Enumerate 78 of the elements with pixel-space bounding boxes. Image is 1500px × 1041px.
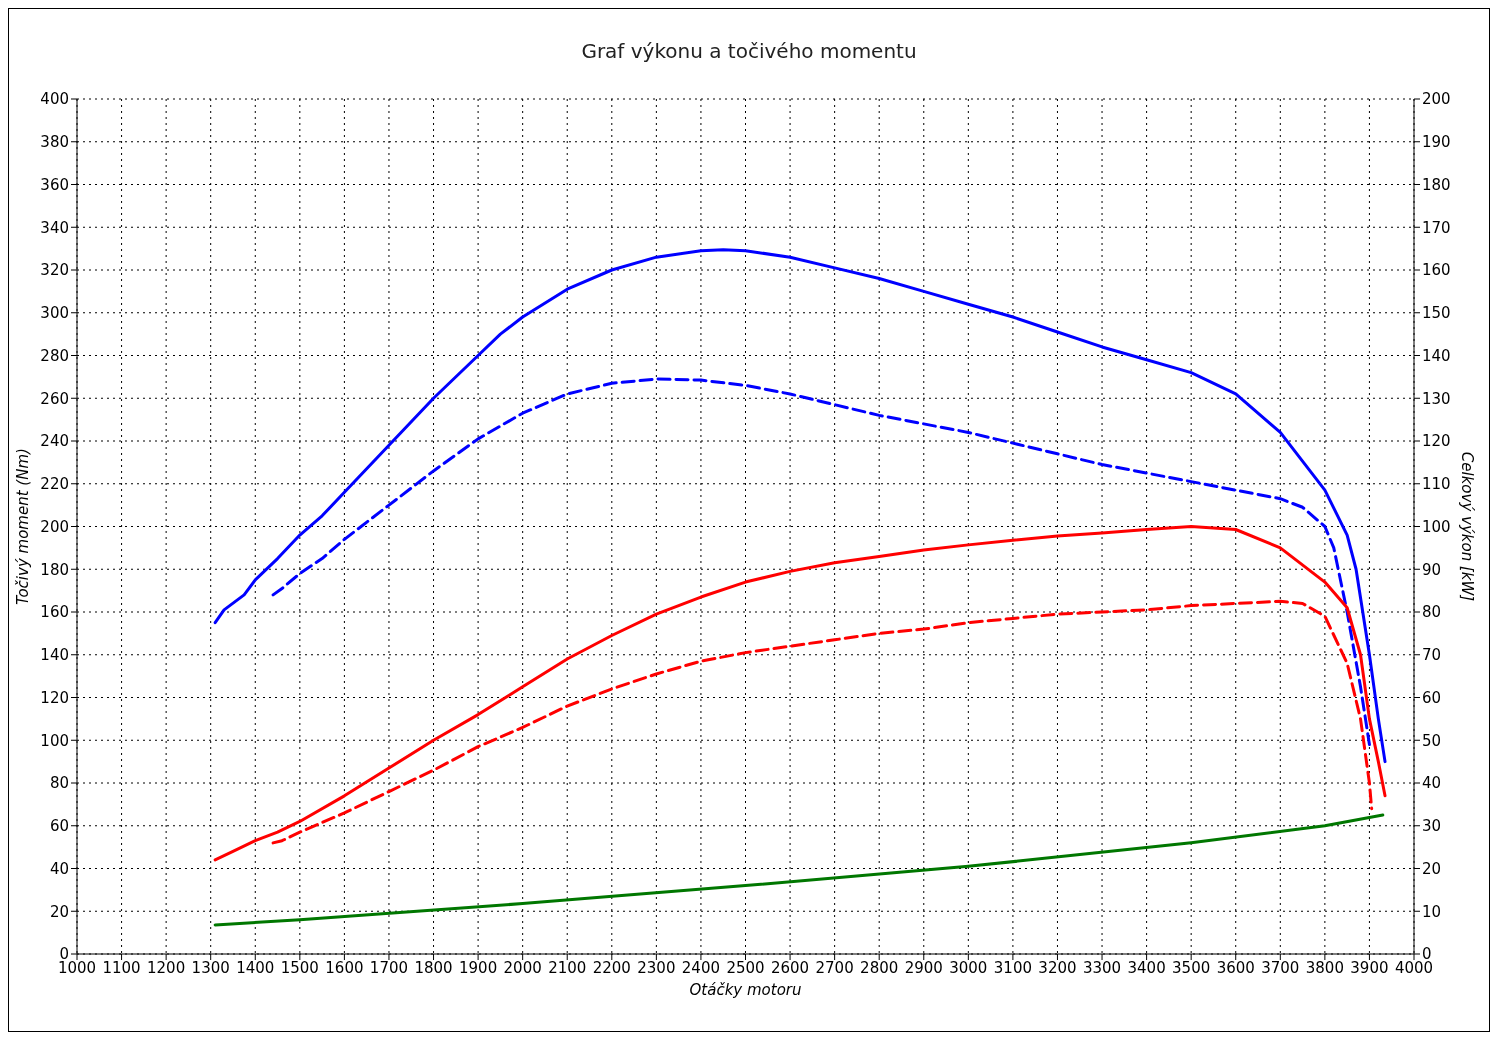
x-tick-label: 1500 [280, 958, 319, 977]
y-tick-label: 380 [40, 133, 69, 152]
y2-axis-title: Celkový výkon [kW] [1457, 451, 1476, 602]
x-tick-label: 2100 [548, 958, 587, 977]
x-tick-label: 3600 [1216, 958, 1255, 977]
y-tick-label: 220 [40, 475, 69, 494]
y2-tick-label: 140 [1422, 346, 1451, 365]
x-tick-label: 3400 [1127, 958, 1166, 977]
y2-tick-label: 70 [1422, 646, 1442, 665]
x-tick-label: 1200 [147, 958, 186, 977]
line-series [213, 525, 1387, 862]
y2-tick-label: 160 [1422, 261, 1451, 280]
line-series [213, 813, 1385, 927]
x-tick-label: 1900 [459, 958, 498, 977]
x-tick-label: 1100 [102, 958, 141, 977]
chart-title: Graf výkonu a točivého momentu [580, 39, 918, 63]
x-tick-label: 3900 [1350, 958, 1389, 977]
y-tick-label: 120 [40, 688, 69, 707]
y-tick-label: 140 [40, 646, 69, 665]
y-tick-label: 200 [40, 517, 69, 536]
x-tick-label: 3800 [1305, 958, 1344, 977]
x-tick-label: 2900 [904, 958, 943, 977]
y-tick-label: 20 [49, 902, 69, 921]
x-tick-label: 3100 [993, 958, 1032, 977]
line-series [271, 377, 1371, 747]
y2-tick-label: 30 [1422, 817, 1442, 836]
x-tick-label: 3300 [1082, 958, 1122, 977]
y2-tick-label: 200 [1422, 90, 1451, 109]
y2-tick-label: 190 [1422, 133, 1451, 152]
x-tick-label: 1400 [236, 958, 275, 977]
y2-tick-label: 40 [1422, 774, 1442, 793]
x-tick-label: 2600 [770, 958, 810, 977]
y2-tick-label: 60 [1422, 688, 1442, 707]
y2-tick-label: 20 [1422, 859, 1442, 878]
x-tick-label: 3000 [949, 958, 988, 977]
y2-tick-label: 130 [1422, 389, 1451, 408]
line-series [271, 599, 1374, 845]
y-tick-label: 400 [40, 90, 69, 109]
y-tick-label: 80 [49, 774, 69, 793]
x-tick-label: 1300 [191, 958, 230, 977]
y2-tick-label: 90 [1422, 560, 1442, 579]
x-axis-title: Otáčky motoru [689, 981, 802, 999]
x-tick-label: 1800 [414, 958, 453, 977]
y-tick-label: 180 [40, 560, 69, 579]
x-tick-label: 1700 [369, 958, 409, 977]
y2-tick-label: 170 [1422, 218, 1451, 237]
x-tick-label: 2300 [637, 958, 676, 977]
y-tick-label: 360 [40, 175, 69, 194]
y-tick-label: 320 [40, 261, 69, 280]
y-tick-label: 240 [40, 432, 69, 451]
y2-tick-label: 120 [1422, 432, 1451, 451]
x-tick-label: 2200 [592, 958, 631, 977]
y2-tick-label: 150 [1422, 304, 1451, 323]
y-tick-label: 280 [40, 346, 69, 365]
y2-tick-label: 110 [1422, 475, 1451, 494]
y-tick-label: 260 [40, 389, 69, 408]
y2-tick-label: 10 [1422, 902, 1442, 921]
y-tick-label: 60 [49, 817, 69, 836]
y-tick-label: 340 [40, 218, 69, 237]
y2-tick-label: 180 [1422, 175, 1451, 194]
x-tick-label: 2400 [681, 958, 721, 977]
x-tick-label: 1600 [325, 958, 364, 977]
x-tick-label: 3700 [1261, 958, 1300, 977]
x-tick-label: 3500 [1172, 958, 1211, 977]
x-tick-label: 2000 [503, 958, 542, 977]
y2-tick-label: 50 [1422, 731, 1442, 750]
x-tick-label: 2800 [860, 958, 899, 977]
y-tick-label: 160 [40, 603, 69, 622]
y-axis-title: Točivý moment (Nm) [14, 448, 33, 605]
line-series [213, 248, 1387, 764]
x-tick-label: 3200 [1038, 958, 1077, 977]
x-tick-label: 2500 [726, 958, 765, 977]
y2-tick-label: 100 [1422, 517, 1451, 536]
y-tick-label: 40 [49, 859, 69, 878]
y2-tick-label: 80 [1422, 603, 1442, 622]
y-tick-label: 100 [40, 731, 69, 750]
x-tick-label: 2700 [815, 958, 854, 977]
y-tick-label: 300 [40, 304, 69, 323]
